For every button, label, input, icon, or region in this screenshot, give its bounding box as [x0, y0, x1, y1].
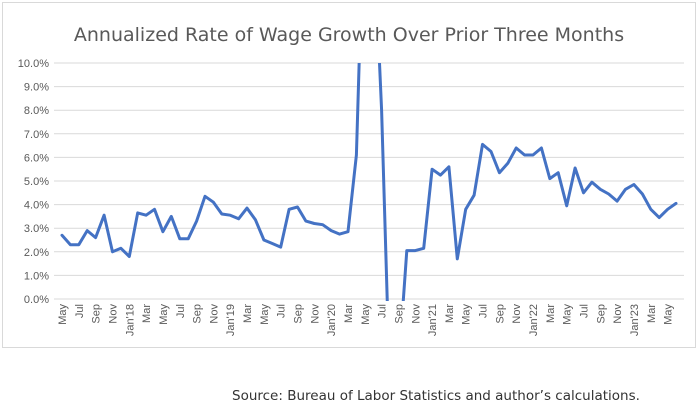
y-tick-label: 7.0%	[24, 129, 49, 141]
y-tick-label: 10.0%	[18, 58, 49, 70]
x-tick-label: Sep	[393, 304, 405, 324]
x-tick-label: Jan'23	[629, 304, 641, 336]
x-tick-label: May	[562, 304, 574, 325]
x-axis-tick-labels: May Jul Sep Nov Jan'18 Mar May Jul Sep Nov Jan'19 M…	[57, 304, 675, 337]
x-tick-label: Jul	[478, 304, 490, 318]
x-tick-label: Sep	[293, 304, 305, 324]
x-tick-label: May	[663, 304, 675, 325]
x-tick-label: May	[57, 304, 69, 325]
y-tick-label: 3.0%	[24, 223, 49, 235]
x-tick-label: Nov	[612, 304, 624, 324]
x-tick-label: Jul	[276, 304, 288, 318]
x-tick-label: May	[259, 304, 271, 325]
y-tick-label: 0.0%	[24, 294, 49, 306]
gridlines	[54, 62, 684, 300]
x-tick-label: Sep	[91, 304, 103, 324]
x-tick-label: Nov	[511, 304, 523, 324]
x-tick-label: Jan'22	[528, 304, 540, 336]
x-tick-label: Mar	[444, 304, 456, 323]
x-tick-label: Mar	[646, 304, 658, 323]
y-tick-label: 9.0%	[24, 82, 49, 94]
x-tick-label: Sep	[494, 304, 506, 324]
series-line-wage-growth	[60, 63, 678, 301]
x-tick-label: Mar	[343, 304, 355, 323]
source-note: Source: Bureau of Labor Statistics and a…	[232, 388, 640, 404]
y-tick-label: 1.0%	[24, 270, 49, 282]
x-tick-label: Jan'20	[326, 304, 338, 336]
line-chart: Annualized Rate of Wage Growth Over Prio…	[18, 24, 684, 337]
x-tick-label: Mar	[141, 304, 153, 323]
y-tick-label: 8.0%	[24, 105, 49, 117]
x-tick-label: Jul	[74, 304, 86, 318]
x-tick-label: Jul	[377, 304, 389, 318]
x-tick-label: Sep	[595, 304, 607, 324]
x-tick-label: Jan'19	[225, 304, 237, 336]
x-tick-label: Jul	[578, 304, 590, 318]
x-tick-label: May	[461, 304, 473, 325]
y-tick-label: 5.0%	[24, 176, 49, 188]
x-tick-label: Nov	[208, 304, 220, 324]
x-tick-label: Nov	[410, 304, 422, 324]
x-tick-label: Nov	[107, 304, 119, 324]
y-tick-label: 2.0%	[24, 247, 49, 259]
chart-title: Annualized Rate of Wage Growth Over Prio…	[74, 24, 624, 46]
y-axis-tick-labels: 0.0% 1.0% 2.0% 3.0% 4.0% 5.0% 6.0% 7.0% 8.0% 9.0%…	[18, 58, 49, 306]
chart-frame: Annualized Rate of Wage Growth Over Prio…	[2, 2, 696, 348]
x-tick-label: Jul	[175, 304, 187, 318]
x-tick-label: Sep	[192, 304, 204, 324]
x-tick-label: Mar	[242, 304, 254, 323]
x-tick-label: Jan'21	[427, 304, 439, 336]
x-tick-label: May	[360, 304, 372, 325]
x-tick-label: May	[158, 304, 170, 325]
y-tick-label: 4.0%	[24, 200, 49, 212]
x-tick-label: Jan'18	[124, 304, 136, 336]
y-tick-label: 6.0%	[24, 152, 49, 164]
x-tick-label: Nov	[309, 304, 321, 324]
x-tick-label: Mar	[545, 304, 557, 323]
